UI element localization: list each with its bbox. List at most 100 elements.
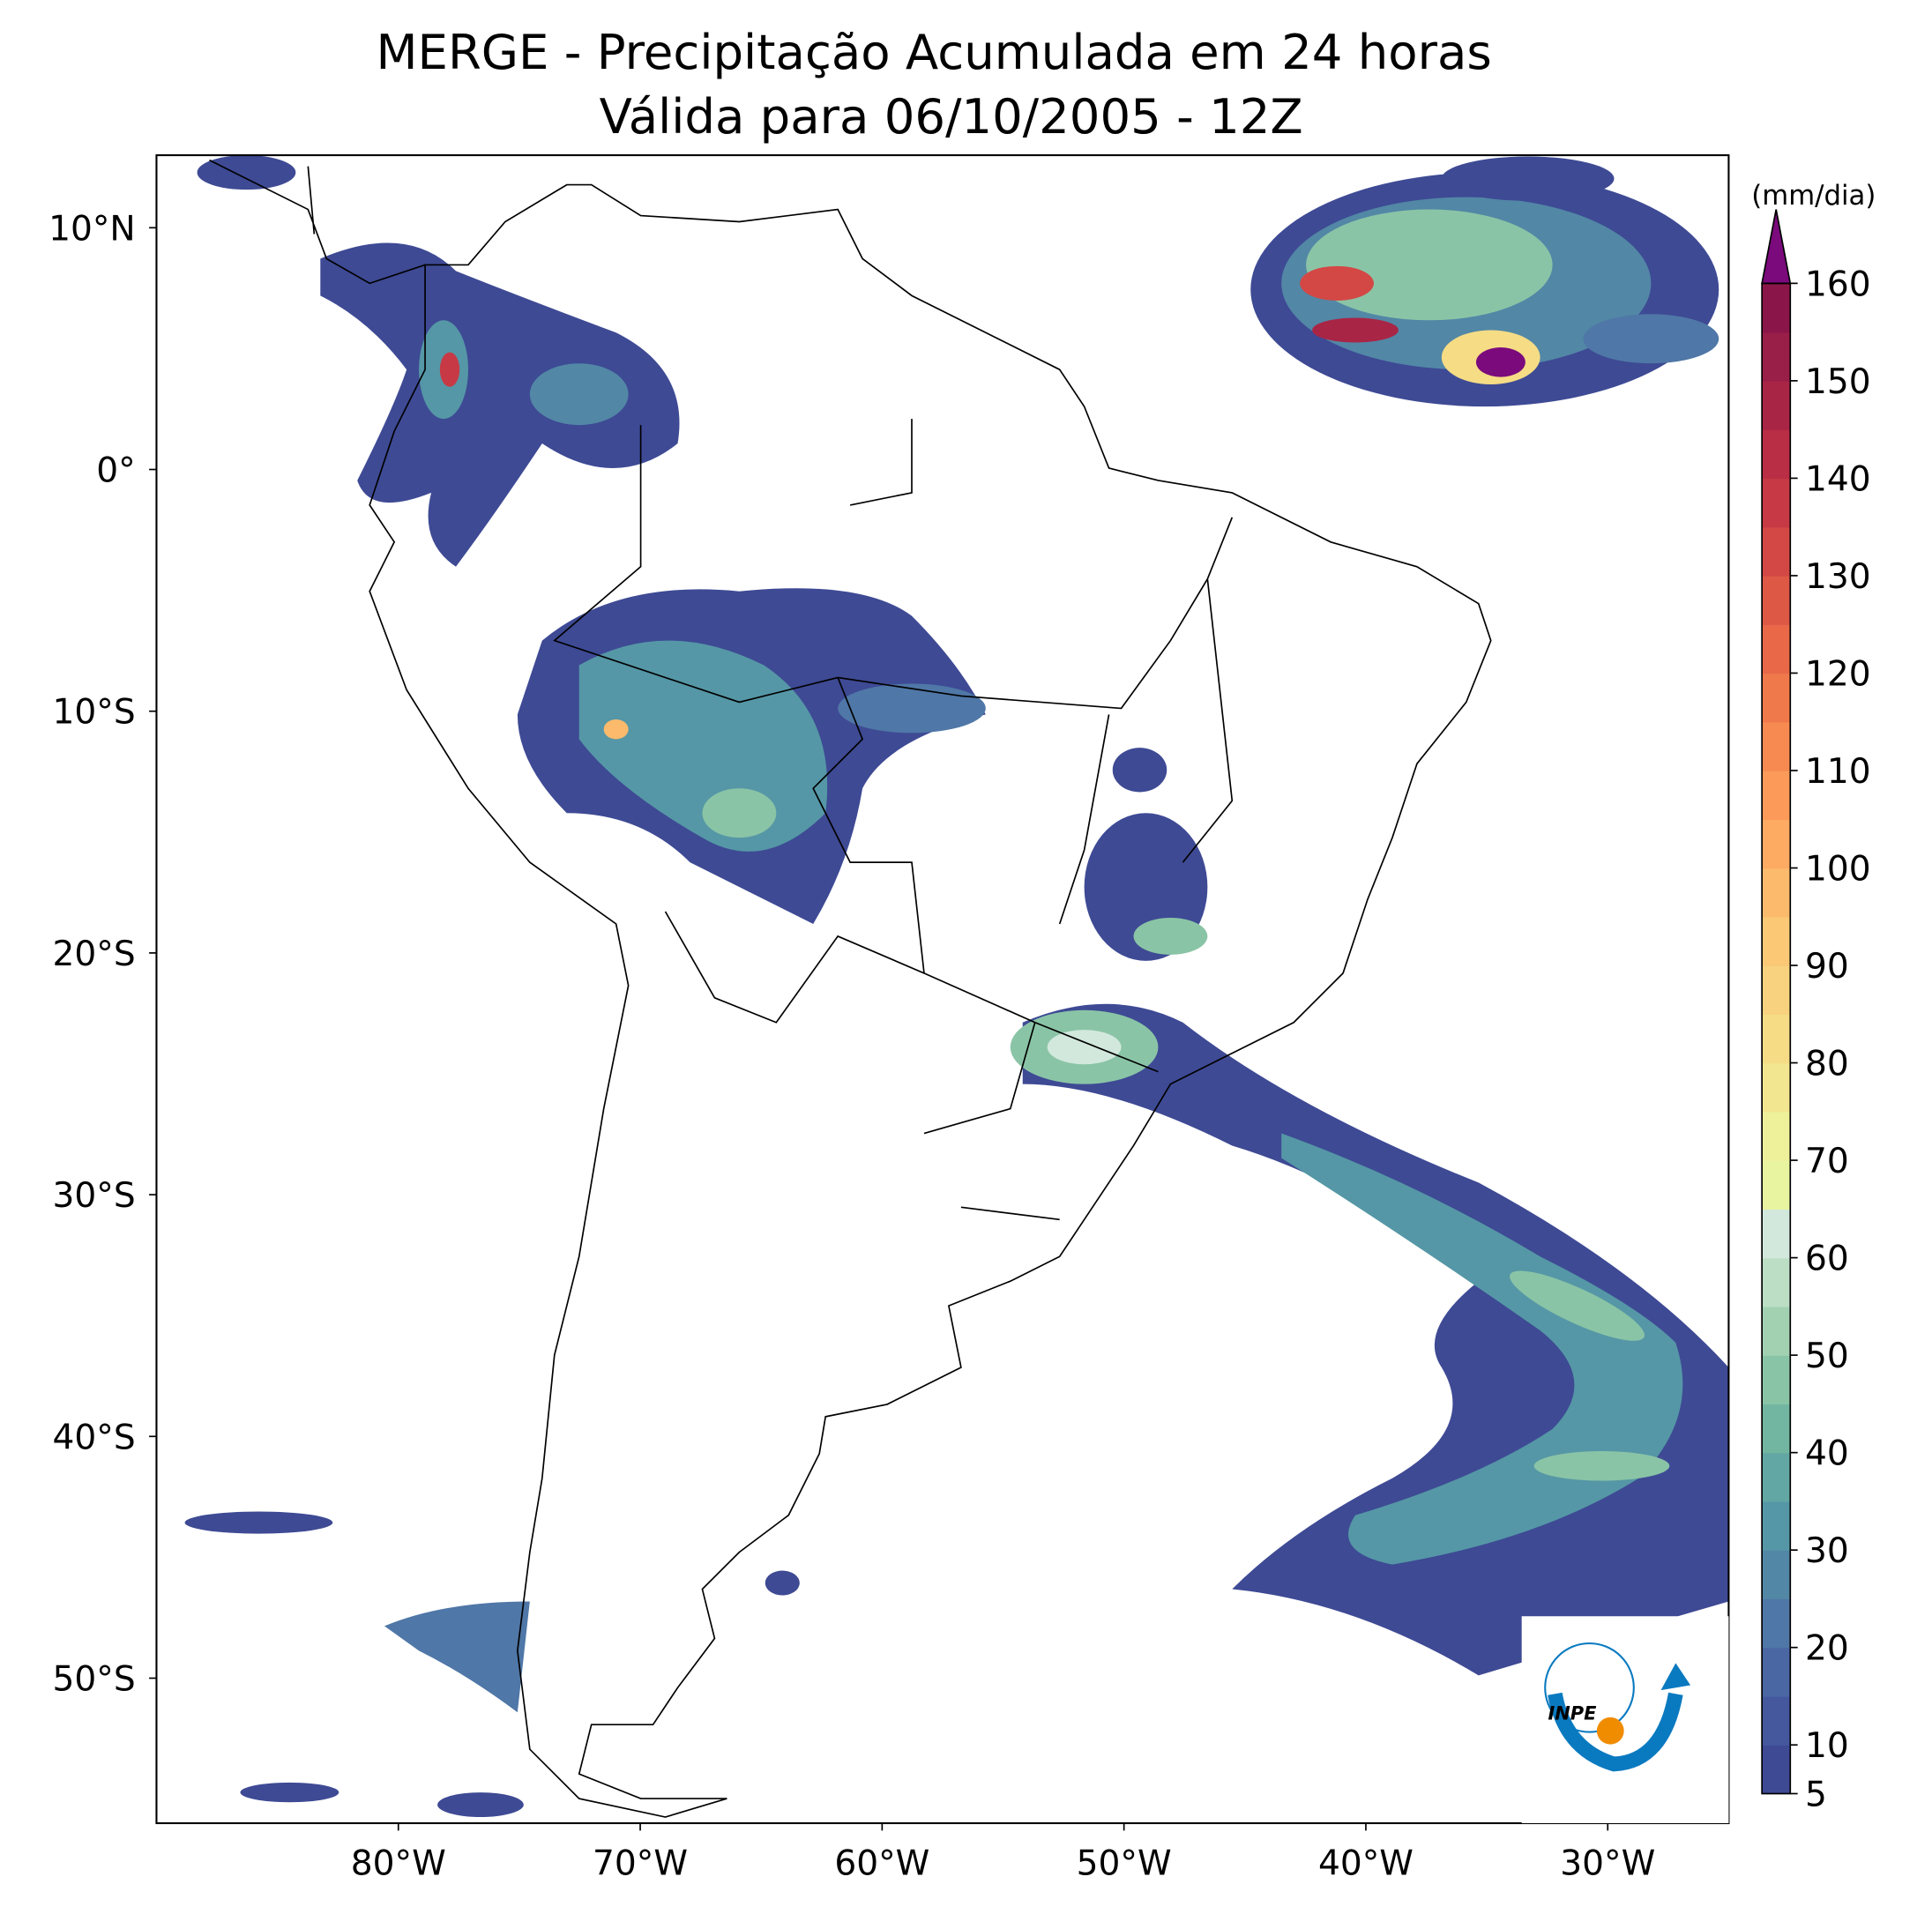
colorbar-tick-label: 20 <box>1805 1629 1849 1669</box>
colorbar-band <box>1762 1209 1791 1259</box>
precip-area <box>1533 1451 1670 1481</box>
central-america-outline <box>209 159 426 285</box>
colorbar-band <box>1762 1111 1791 1161</box>
y-tick-label: 30°S <box>53 1176 136 1216</box>
x-tick-label: 70°W <box>593 1844 688 1884</box>
y-tick-label: 40°S <box>53 1418 136 1457</box>
colorbar-band <box>1762 1550 1791 1600</box>
precip-area <box>702 788 777 838</box>
precip-area <box>1583 314 1719 364</box>
logo-ring <box>1544 1642 1635 1733</box>
colorbar-band <box>1762 819 1791 869</box>
y-tick-label: 20°S <box>53 935 136 974</box>
colorbar-tick-label: 140 <box>1805 459 1871 499</box>
colorbar-tick-label: 130 <box>1805 557 1871 597</box>
colorbar-tick-label: 80 <box>1805 1045 1849 1084</box>
colorbar-band <box>1762 1062 1791 1113</box>
precip-area <box>1306 209 1553 321</box>
colorbar-tick-label: 120 <box>1805 654 1871 694</box>
colorbar-band <box>1762 380 1791 430</box>
precip-area <box>437 1792 524 1818</box>
logo: INPE <box>1521 1616 1729 1824</box>
y-tick-label: 10°N <box>48 209 136 249</box>
colorbar-tick-label: 150 <box>1805 362 1871 402</box>
precip-area <box>240 1782 339 1803</box>
precip-area <box>1475 347 1525 377</box>
colorbar-band <box>1762 673 1791 723</box>
x-tick-label: 60°W <box>834 1844 929 1884</box>
precip-area <box>439 352 460 387</box>
precip-area <box>765 1570 800 1596</box>
colorbar-band <box>1762 1501 1791 1551</box>
colorbar-band <box>1762 1745 1791 1795</box>
precip-area <box>384 1601 530 1713</box>
colorbar-band <box>1762 575 1791 625</box>
colorbar-band <box>1762 721 1791 771</box>
colorbar-band <box>1762 1647 1791 1697</box>
colorbar-band <box>1762 770 1791 820</box>
precip-area <box>603 719 629 740</box>
colorbar-tick-label: 70 <box>1805 1142 1849 1181</box>
colorbar-frame <box>1761 282 1792 1795</box>
colorbar-band <box>1762 283 1791 333</box>
colorbar-tick-label: 10 <box>1805 1726 1849 1766</box>
logo-text: INPE <box>1548 1703 1597 1724</box>
country-borders <box>553 419 1234 1221</box>
colorbar-band <box>1762 1452 1791 1502</box>
colorbar-tick-label: 100 <box>1805 849 1871 889</box>
colorbar-band <box>1762 1306 1791 1356</box>
x-tick-label: 80°W <box>351 1844 446 1884</box>
south-america-outline <box>369 183 1492 1818</box>
precip-area <box>1112 748 1167 793</box>
colorbar-band <box>1762 965 1791 1015</box>
colorbar-band <box>1762 1014 1791 1064</box>
precip-area <box>1510 1270 1645 1341</box>
x-tick-label: 50°W <box>1077 1844 1172 1884</box>
colorbar-tick-label: 50 <box>1805 1337 1849 1376</box>
colorbar-tick-label: 90 <box>1805 947 1849 987</box>
y-tick-label: 50°S <box>53 1659 136 1699</box>
colorbar-band <box>1762 1695 1791 1746</box>
precip-area <box>838 683 986 734</box>
precip-area <box>320 242 680 567</box>
precip-area <box>1047 1030 1122 1065</box>
colorbar-band <box>1762 526 1791 577</box>
colorbar-band <box>1762 429 1791 480</box>
colorbar-band <box>1762 478 1791 528</box>
y-tick-label: 0° <box>96 451 135 490</box>
x-tick-label: 30°W <box>1560 1844 1655 1884</box>
precip-area <box>184 1511 333 1534</box>
colorbar-tick-label: 5 <box>1805 1775 1827 1814</box>
precip-area <box>1441 156 1615 201</box>
logo-arrow <box>1660 1663 1691 1691</box>
precip-area <box>529 363 629 426</box>
coastline <box>209 159 1492 1818</box>
x-tick-label: 40°W <box>1318 1844 1414 1884</box>
map-frame <box>155 154 1730 1825</box>
colorbar-band <box>1762 868 1791 918</box>
precipitation <box>184 155 1729 1818</box>
colorbar-tick-label: 40 <box>1805 1434 1849 1474</box>
y-tick-label: 10°S <box>53 693 136 733</box>
colorbar-band <box>1762 624 1791 674</box>
colorbar-band <box>1762 1404 1791 1454</box>
title: MERGE - Precipitação Acumulada em 24 hor… <box>377 24 1492 80</box>
colorbar-band <box>1762 1160 1791 1210</box>
precip-area <box>1133 917 1208 955</box>
colorbar-band <box>1762 1355 1791 1405</box>
precip-area <box>197 155 296 190</box>
precip-area <box>1300 265 1374 301</box>
precip-area <box>1312 317 1399 343</box>
colorbar-tick-label: 110 <box>1805 752 1871 792</box>
colorbar-band <box>1762 1598 1791 1649</box>
colorbar-band <box>1762 331 1791 382</box>
colorbar-band <box>1762 916 1791 966</box>
colorbar-tick-label: 60 <box>1805 1240 1849 1279</box>
colorbar-band <box>1762 1257 1791 1307</box>
subtitle: Válida para 06/10/2005 - 12Z <box>600 88 1303 145</box>
logo-dot <box>1596 1717 1624 1745</box>
colorbar-tick-label: 30 <box>1805 1531 1849 1571</box>
